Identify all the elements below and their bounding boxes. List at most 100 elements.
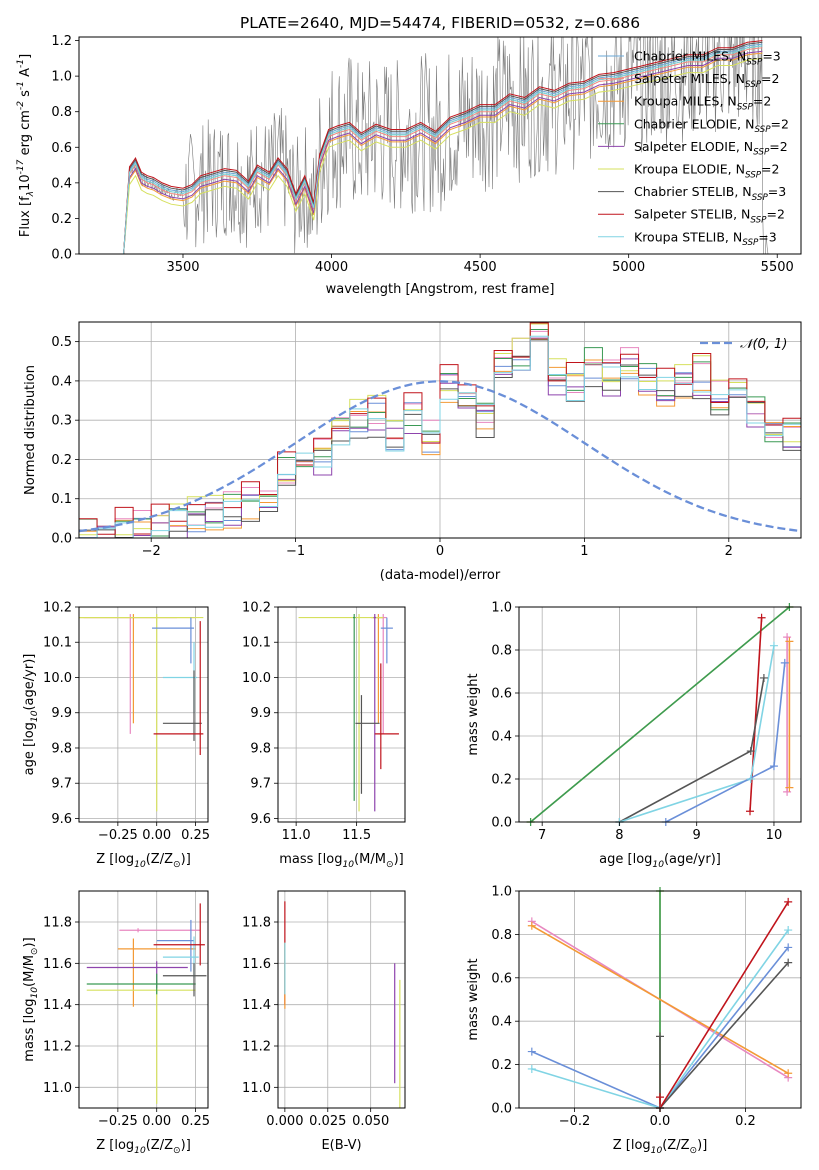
errorbar-point-0: [83, 614, 177, 734]
weight-marker: [759, 673, 768, 682]
spectrum-legend: Chabrier MILES, NSSP​=3 Salpeter MILES, N…: [598, 49, 789, 248]
y-tick-label: 0.6: [51, 141, 72, 156]
y-tick-label: 10.2: [242, 601, 271, 616]
y-tick-label: 11.4: [43, 998, 72, 1013]
x-tick-label: 11.5: [342, 828, 371, 843]
x-axis-label: wavelength [Angstrom, rest frame]: [326, 282, 555, 297]
x-axis-label: E(B-V): [321, 1138, 361, 1153]
weight-marker: [746, 807, 755, 816]
observed-flux-line: [123, 37, 769, 254]
weight-marker: [780, 658, 789, 667]
x-tick-label: 5500: [761, 260, 794, 275]
plot-area: [96, 37, 769, 254]
x-tick-label: 0.0: [650, 1114, 671, 1129]
weight-line-6: [659, 962, 789, 1108]
weight-marker: [527, 1064, 536, 1073]
x-tick-label: 5000: [612, 260, 645, 275]
y-tick-label: 0.2: [491, 773, 512, 788]
y-tick-label: 9.6: [250, 812, 271, 827]
plot-area: [79, 614, 204, 812]
hist-line-3: [79, 328, 801, 538]
legend-label-gaussian: 𝒩(0, 1): [740, 337, 787, 352]
x-tick-label: 2: [725, 544, 733, 559]
y-tick-label: 1.0: [491, 885, 512, 900]
weight-line-2: [749, 617, 763, 812]
model-line-8: [123, 45, 763, 254]
axes-frame: [78, 606, 209, 823]
y-axis-label: Flux [fλ​10-17​ erg cm-2​ s-1​ A-1​]: [16, 54, 36, 237]
axes-age-vs-mass: 11.0 11.5 9.6 9.7 9.8 9.9 10.0 10.1 10.2 mass [lo…: [242, 601, 406, 870]
hist-line-0: [79, 339, 801, 538]
y-axis-label: mass weight: [466, 958, 481, 1040]
errorbar-point-2: [79, 614, 204, 812]
axes-frame: [78, 36, 802, 255]
x-tick-label: 9: [693, 828, 701, 843]
chart-title: PLATE=2640, MJD=54474, FIBERID=0532, z=0…: [240, 14, 640, 32]
errorbar-point-6: [153, 621, 204, 756]
x-tick-label: 3500: [166, 260, 199, 275]
plot-area: [86, 903, 207, 1104]
y-tick-label: 0.6: [491, 687, 512, 702]
hist-line-4: [79, 337, 801, 538]
x-axis-label: mass [log10​(M/M⊙​)]: [279, 852, 403, 870]
plot-area: [531, 891, 789, 1108]
legend-label: Salpeter ELODIE, NSSP​=2: [634, 139, 788, 158]
axes-weight-vs-age: 7 8 9 10 0.0 0.2 0.4 0.6 0.8 1.0 age [log10​(age/y…: [466, 601, 802, 870]
y-tick-label: 0.0: [51, 248, 72, 263]
y-tick-label: 0.8: [51, 105, 72, 120]
y-tick-label: 1.0: [51, 70, 72, 85]
errorbar-point-1: [117, 938, 196, 1007]
y-tick-label: 11.0: [43, 1081, 72, 1096]
weight-marker: [527, 921, 536, 930]
plot-area: [530, 607, 791, 822]
legend-label: Kroupa MILES, NSSP​=2: [634, 94, 771, 113]
x-tick-label: 10: [766, 828, 783, 843]
errorbar-point-5: [373, 614, 376, 812]
errorbar-point-6: [355, 695, 380, 794]
y-tick-label: 11.8: [242, 916, 271, 931]
y-tick-label: 0.0: [491, 816, 512, 831]
hist-line-2: [79, 338, 801, 532]
x-axis-label: Z [log10​(Z/Z⊙​)]: [96, 852, 191, 870]
axes-frame: [277, 606, 406, 823]
x-tick-label: 11.0: [282, 828, 311, 843]
x-tick-label: 0.000: [266, 1114, 303, 1129]
model-line-5: [123, 57, 763, 254]
errorbar-point-1: [79, 614, 196, 724]
legend-label: Salpeter STELIB, NSSP​=2: [634, 207, 785, 226]
x-axis-label: age [log10​(age/yr)]: [599, 852, 721, 870]
y-axis-label: mass weight: [466, 673, 481, 755]
hist-line-5: [79, 323, 801, 538]
y-tick-label: 10.1: [242, 636, 271, 651]
errorbar-point-4: [352, 614, 356, 801]
legend-label: Kroupa ELODIE, NSSP​=2: [634, 162, 779, 181]
y-tick-label: 11.2: [242, 1040, 271, 1055]
x-tick-label: −0.2: [559, 1114, 591, 1129]
errorbar-point-2: [86, 979, 196, 1104]
weight-marker: [785, 637, 794, 646]
y-tick-label: 1.2: [51, 34, 72, 49]
legend-label: Chabrier ELODIE, NSSP​=2: [634, 116, 789, 135]
x-tick-label: 0: [436, 544, 444, 559]
axes-frame: [518, 606, 802, 823]
weight-line-7: [659, 901, 789, 1108]
x-tick-label: 0.25: [181, 828, 210, 843]
axes-residuals: 𝒩(0, 1) −2 −1 0 1 2 0.0 0.1 0.2 0.3 0.4 0.5 (data-mo…: [23, 321, 802, 583]
y-tick-label: 10.0: [43, 671, 72, 686]
axes-frame: [78, 890, 209, 1109]
y-tick-label: 9.7: [51, 777, 72, 792]
errorbar-point-1: [371, 614, 384, 724]
y-tick-label: 0.5: [51, 335, 72, 350]
y-axis-label: mass [log10​(M/M⊙​)]: [22, 937, 40, 1061]
axes-frame: [277, 890, 406, 1109]
y-tick-label: 9.6: [51, 812, 72, 827]
weight-marker: [785, 783, 794, 792]
weight-marker: [784, 926, 793, 935]
legend-label: Salpeter MILES, NSSP​=2: [634, 71, 779, 90]
weight-marker: [784, 897, 793, 906]
errorbar-point-4: [86, 973, 196, 995]
gaussian-curve: [79, 380, 801, 533]
y-tick-label: 9.8: [51, 741, 72, 756]
x-tick-label: 0.00: [142, 1114, 171, 1129]
